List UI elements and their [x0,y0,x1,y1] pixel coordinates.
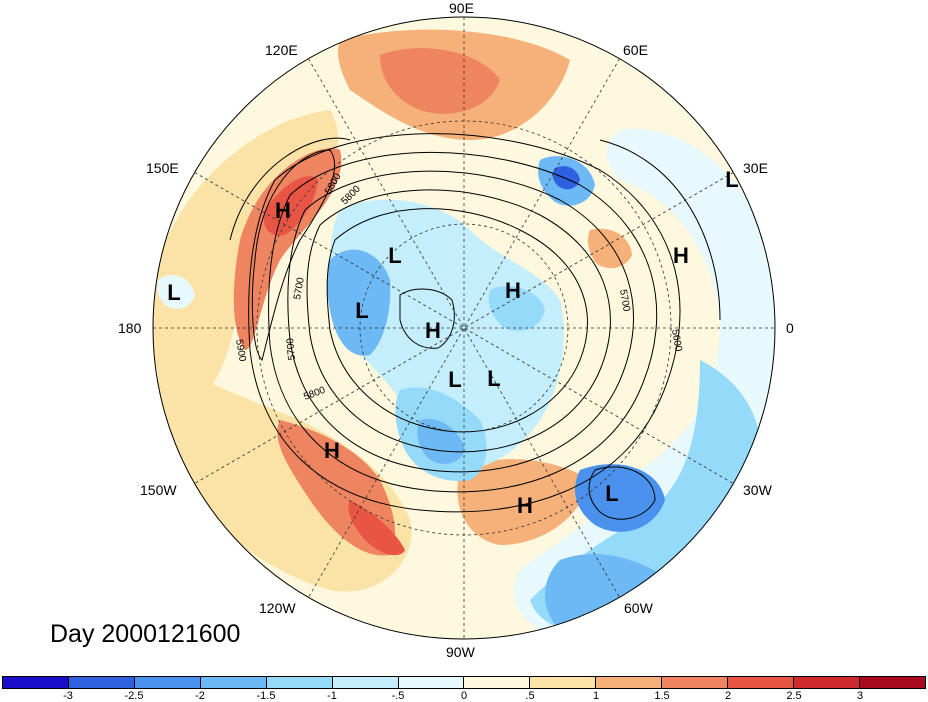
svg-text:5700: 5700 [617,289,632,313]
pressure-center-low: L [605,481,619,506]
colorbar-tick-label: -1 [327,690,337,702]
svg-text:5900: 5900 [233,339,248,363]
colorbar [2,676,926,689]
pressure-center-high: H [425,318,441,343]
colorbar-segment [662,677,729,688]
colorbar-tick-label: -1.5 [256,690,276,702]
lon-label-0: 0 [786,320,794,336]
colorbar-tick-label: 1.5 [654,690,670,702]
polar-map: 5800 5700 5700 5900 5700 5800 5600 5800 [152,16,776,640]
lon-label-90w: 90W [446,644,475,660]
lon-label-30e: 30E [743,160,768,176]
lon-label-180: 180 [118,320,142,336]
lon-label-150w: 150W [140,482,177,498]
pressure-center-high: H [517,493,533,518]
colorbar-segment [464,677,531,688]
colorbar-segment [596,677,663,688]
colorbar-tick-label: 2 [724,690,732,702]
height-contours [229,133,721,520]
lon-label-90e: 90E [449,0,474,16]
pressure-center-low: L [487,366,501,391]
lon-label-120w: 120W [259,600,296,616]
svg-text:5600: 5600 [669,329,684,353]
graticule [152,16,776,640]
lon-label-30w: 30W [743,482,772,498]
colorbar-segment [68,677,135,688]
pressure-center-high: H [275,198,291,223]
colorbar-segment [266,677,333,688]
lon-label-60e: 60E [623,42,648,58]
colorbar-segment [200,677,267,688]
colorbar-tick-label: -2.5 [124,690,144,702]
colorbar-tick-label: -3 [63,690,73,702]
colorbar-tick-label: -2 [195,690,205,702]
lon-label-60w: 60W [624,600,653,616]
lon-label-120e: 120E [265,42,298,58]
colorbar-tick-label: -.5 [391,690,405,702]
svg-text:5700: 5700 [285,337,298,361]
colorbar-segment [398,677,465,688]
pressure-center-low: L [388,243,402,268]
svg-text:5700: 5700 [292,276,307,300]
pressure-center-high: H [673,243,689,268]
pressure-center-low: L [355,298,369,323]
colorbar-segment [332,677,399,688]
colorbar-segment [728,677,795,688]
colorbar-segment [794,677,860,688]
colorbar-segment [859,677,925,688]
pressure-center-high: H [505,278,521,303]
lon-label-150e: 150E [146,160,179,176]
colorbar-tick-label: 1 [592,690,600,702]
colorbar-segment [530,677,597,688]
pressure-center-high: H [324,438,340,463]
colorbar-tick-label: 2.5 [786,690,802,702]
pressure-center-low: L [725,167,739,192]
map-title: Day 2000121600 [50,620,241,648]
colorbar-tick-label: .5 [525,690,535,702]
colorbar-tick-label: 3 [856,690,864,702]
colorbar-segment [134,677,201,688]
pressure-center-low: L [448,367,462,392]
anomaly-field [153,17,775,639]
colorbar-segment [3,677,69,688]
pressure-center-low: L [167,280,181,305]
colorbar-tick-label: 0 [460,690,468,702]
